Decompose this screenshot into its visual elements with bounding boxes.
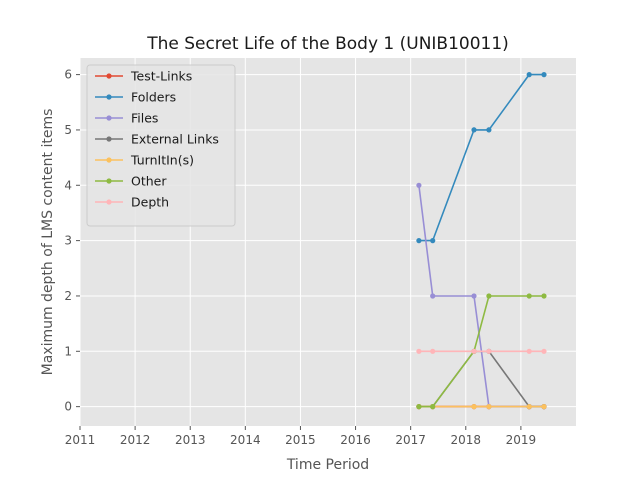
legend-label: Test-Links <box>130 69 192 84</box>
legend-item: Test-Links <box>95 69 192 84</box>
legend-label: Folders <box>131 90 176 105</box>
legend-item: Files <box>95 111 158 126</box>
x-tick-label: 2016 <box>340 433 371 447</box>
data-point <box>416 238 422 244</box>
data-point <box>471 127 477 133</box>
series-folders <box>416 72 547 244</box>
data-point <box>541 348 547 354</box>
legend-item: External Links <box>95 132 219 147</box>
legend-swatch-marker <box>106 199 112 205</box>
legend-swatch-marker <box>106 73 112 79</box>
x-tick-label: 2017 <box>395 433 426 447</box>
legend-label: Other <box>131 174 167 189</box>
data-point <box>430 348 436 354</box>
data-point <box>526 348 532 354</box>
data-point <box>471 348 477 354</box>
data-point <box>541 404 547 410</box>
data-point <box>486 293 492 299</box>
legend-frame <box>86 64 236 227</box>
legend-item: Folders <box>95 90 176 105</box>
data-point <box>541 293 547 299</box>
y-tick-label: 0 <box>64 400 72 414</box>
y-axis-ticks: 0 1 2 3 4 5 6 <box>64 68 80 414</box>
data-point <box>526 404 532 410</box>
legend-item: Other <box>95 174 167 189</box>
y-tick-label: 6 <box>64 68 72 82</box>
data-point <box>486 404 492 410</box>
x-tick-label: 2018 <box>451 433 482 447</box>
data-point <box>541 72 547 78</box>
legend-label: Files <box>131 111 158 126</box>
x-tick-label: 2015 <box>285 433 316 447</box>
legend-item: Depth <box>95 195 169 210</box>
legend-swatch-marker <box>106 157 112 163</box>
data-point <box>471 293 477 299</box>
data-point <box>430 238 436 244</box>
x-tick-label: 2013 <box>175 433 206 447</box>
data-point <box>471 404 477 410</box>
x-tick-label: 2014 <box>230 433 261 447</box>
legend-swatch-marker <box>106 178 112 184</box>
x-axis-label: Time Period <box>286 457 369 473</box>
y-tick-label: 1 <box>64 344 72 358</box>
series-depth <box>416 348 547 354</box>
x-axis-ticks: 2011 2012 2013 2014 2015 2016 2017 2018 2019 <box>65 426 536 447</box>
legend-label: Depth <box>131 195 169 210</box>
y-tick-label: 4 <box>64 178 72 192</box>
y-tick-label: 2 <box>64 289 72 303</box>
data-point <box>486 348 492 354</box>
data-point <box>416 348 422 354</box>
data-point <box>430 293 436 299</box>
x-tick-label: 2012 <box>120 433 151 447</box>
data-point <box>526 293 532 299</box>
data-point <box>416 404 422 410</box>
legend: Test-Links Folders Files External Links Turn… <box>86 64 236 227</box>
legend-swatch-marker <box>106 94 112 100</box>
data-point <box>416 182 422 188</box>
legend-swatch-marker <box>106 115 112 121</box>
y-tick-label: 3 <box>64 234 72 248</box>
x-tick-label: 2011 <box>65 433 96 447</box>
legend-label: External Links <box>131 132 219 147</box>
data-point <box>430 404 436 410</box>
y-axis-label: Maximum depth of LMS content items <box>40 109 56 376</box>
legend-item: TurnItIn(s) <box>95 153 194 168</box>
y-tick-label: 5 <box>64 123 72 137</box>
legend-swatch-marker <box>106 136 112 142</box>
legend-label: TurnItIn(s) <box>130 153 194 168</box>
data-point <box>486 127 492 133</box>
chart-title: The Secret Life of the Body 1 (UNIB10011… <box>146 34 509 54</box>
series-group <box>416 72 547 410</box>
x-tick-label: 2019 <box>506 433 537 447</box>
data-point <box>526 72 532 78</box>
